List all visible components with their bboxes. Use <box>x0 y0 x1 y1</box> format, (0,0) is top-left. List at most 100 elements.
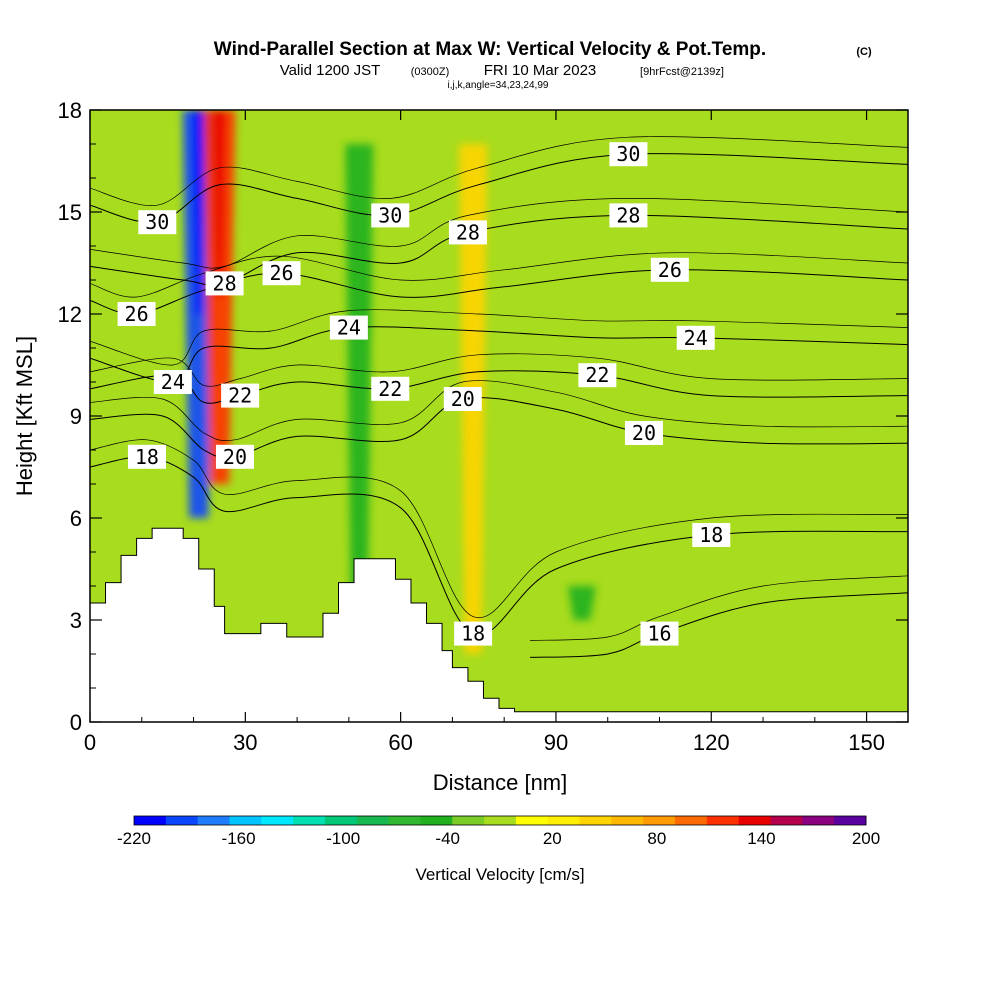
svg-text:28: 28 <box>616 203 640 227</box>
colorbar-swatch-17 <box>675 816 708 825</box>
svg-text:20: 20 <box>632 421 656 445</box>
isentrope-minor-20 <box>90 380 908 441</box>
isentrope-20 <box>90 397 908 459</box>
x-tick-label-30: 30 <box>233 730 257 755</box>
svg-text:22: 22 <box>585 363 609 387</box>
colorbar-swatch-1 <box>165 816 199 825</box>
contour-label-20-1: 20 <box>443 387 482 411</box>
colorbar-swatch-16 <box>643 816 676 825</box>
contour-label-22-2: 22 <box>578 363 617 388</box>
y-axis: 0 3 6 9 12 15 18 <box>58 98 908 735</box>
contour-label-26-0: 26 <box>117 302 156 326</box>
isentrope-minor-28 <box>90 198 908 269</box>
terrain-mask <box>89 527 909 723</box>
y-tick-label-12: 12 <box>58 302 82 327</box>
contour-label-30-2: 30 <box>609 142 648 167</box>
grid-indices: i,j,k,angle=34,23,24,99 <box>448 80 549 91</box>
colorbar-swatch-2 <box>197 816 230 825</box>
velocity-field <box>90 110 908 722</box>
colorbar-swatch-11 <box>484 816 517 825</box>
colorbar-label: Vertical Velocity [cm/s] <box>415 865 584 884</box>
svg-text:30: 30 <box>378 203 402 227</box>
colorbar-swatch-9 <box>420 816 453 825</box>
x-tick-label-150: 150 <box>848 730 885 755</box>
contour-label-20-2: 20 <box>624 421 663 445</box>
colorbar-tick-label--100: -100 <box>326 829 360 848</box>
contour-label-22-1: 22 <box>371 376 410 401</box>
valid-time: Valid 1200 JST <box>280 62 381 79</box>
contour-label-30-1: 30 <box>371 203 410 228</box>
colorbar-swatch-10 <box>452 816 485 825</box>
isentrope-minor-24 <box>90 309 908 366</box>
isentrope-28 <box>90 214 908 286</box>
isentrope-minor-30 <box>90 136 908 206</box>
colorbar-swatch-0 <box>134 816 167 825</box>
contour-label-24-0: 24 <box>153 370 192 394</box>
colorbar-swatch-8 <box>388 816 421 825</box>
svg-text:18: 18 <box>135 445 159 469</box>
isentrope-26 <box>90 269 908 315</box>
svg-text:30: 30 <box>616 142 640 166</box>
x-axis: 0 30 60 90 120 150 <box>84 110 885 755</box>
contour-labels: 16 18 18 18 20 20 20 22 22 22 24 24 24 26 26 26 28 28 28 30… <box>117 142 731 646</box>
velocity-core-0 <box>192 110 205 314</box>
colorbar-tick-label-80: 80 <box>647 829 666 848</box>
contour-label-28-1: 28 <box>448 220 487 245</box>
isentrope-minor-26 <box>90 252 908 298</box>
colorbar-tick-label-20: 20 <box>543 829 562 848</box>
y-axis-label: Height [Kft MSL] <box>12 336 37 496</box>
isentrope-16 <box>530 592 908 658</box>
velocity-core-1 <box>213 110 226 297</box>
y-tick-label-15: 15 <box>58 200 82 225</box>
svg-text:26: 26 <box>125 302 149 326</box>
velocity-feature-4 <box>567 586 596 620</box>
colorbar-swatch-4 <box>261 816 294 825</box>
isentrope-minor-22 <box>90 353 908 387</box>
x-tick-label-120: 120 <box>693 730 730 755</box>
y-tick-label-6: 6 <box>70 506 82 531</box>
contour-label-18-2: 18 <box>692 523 731 547</box>
contour-label-24-2: 24 <box>676 325 715 350</box>
contour-label-16-0: 16 <box>640 621 679 646</box>
y-tick-label-0: 0 <box>70 710 82 735</box>
contour-label-18-1: 18 <box>454 621 493 646</box>
contour-label-26-2: 26 <box>650 257 689 282</box>
svg-text:30: 30 <box>145 210 169 234</box>
svg-text:26: 26 <box>270 261 294 285</box>
contour-label-26-1: 26 <box>262 261 301 286</box>
colorbar-swatch-22 <box>834 816 867 825</box>
contour-label-18-0: 18 <box>127 444 166 469</box>
svg-text:26: 26 <box>658 258 682 282</box>
colorbar-swatch-15 <box>611 816 644 825</box>
y-tick-label-18: 18 <box>58 98 82 123</box>
y-tick-label-3: 3 <box>70 608 82 633</box>
colorbar-swatch-12 <box>515 816 549 825</box>
colorbar-tick-label--40: -40 <box>435 829 460 848</box>
colorbar-frame <box>133 815 867 826</box>
svg-text:20: 20 <box>223 445 247 469</box>
colorbar-swatch-19 <box>738 816 772 825</box>
svg-text:24: 24 <box>684 326 708 350</box>
x-tick-label-60: 60 <box>388 730 412 755</box>
svg-text:22: 22 <box>228 384 252 408</box>
isentrope-minor-16 <box>530 575 908 641</box>
colorbar: -220 -160 -100 -40 20 80 140 200 <box>117 815 880 848</box>
svg-text:28: 28 <box>213 271 237 295</box>
colorbar-swatch-3 <box>229 816 262 825</box>
svg-text:18: 18 <box>461 622 485 646</box>
colorbar-swatch-14 <box>579 816 612 825</box>
contour-label-22-0: 22 <box>221 383 260 408</box>
colorbar-swatch-18 <box>706 816 740 825</box>
velocity-feature-2 <box>345 144 374 620</box>
y-tick-label-9: 9 <box>70 404 82 429</box>
contour-label-28-2: 28 <box>609 203 648 228</box>
chart-title: Wind-Parallel Section at Max W: Vertical… <box>214 39 766 60</box>
contour-label-24-1: 24 <box>329 315 368 340</box>
svg-text:16: 16 <box>647 622 671 646</box>
colorbar-swatch-20 <box>770 816 803 825</box>
svg-text:28: 28 <box>456 220 480 244</box>
svg-text:22: 22 <box>378 377 402 401</box>
svg-text:24: 24 <box>161 370 185 394</box>
contour-label-28-0: 28 <box>205 271 244 296</box>
terrain <box>89 527 909 723</box>
